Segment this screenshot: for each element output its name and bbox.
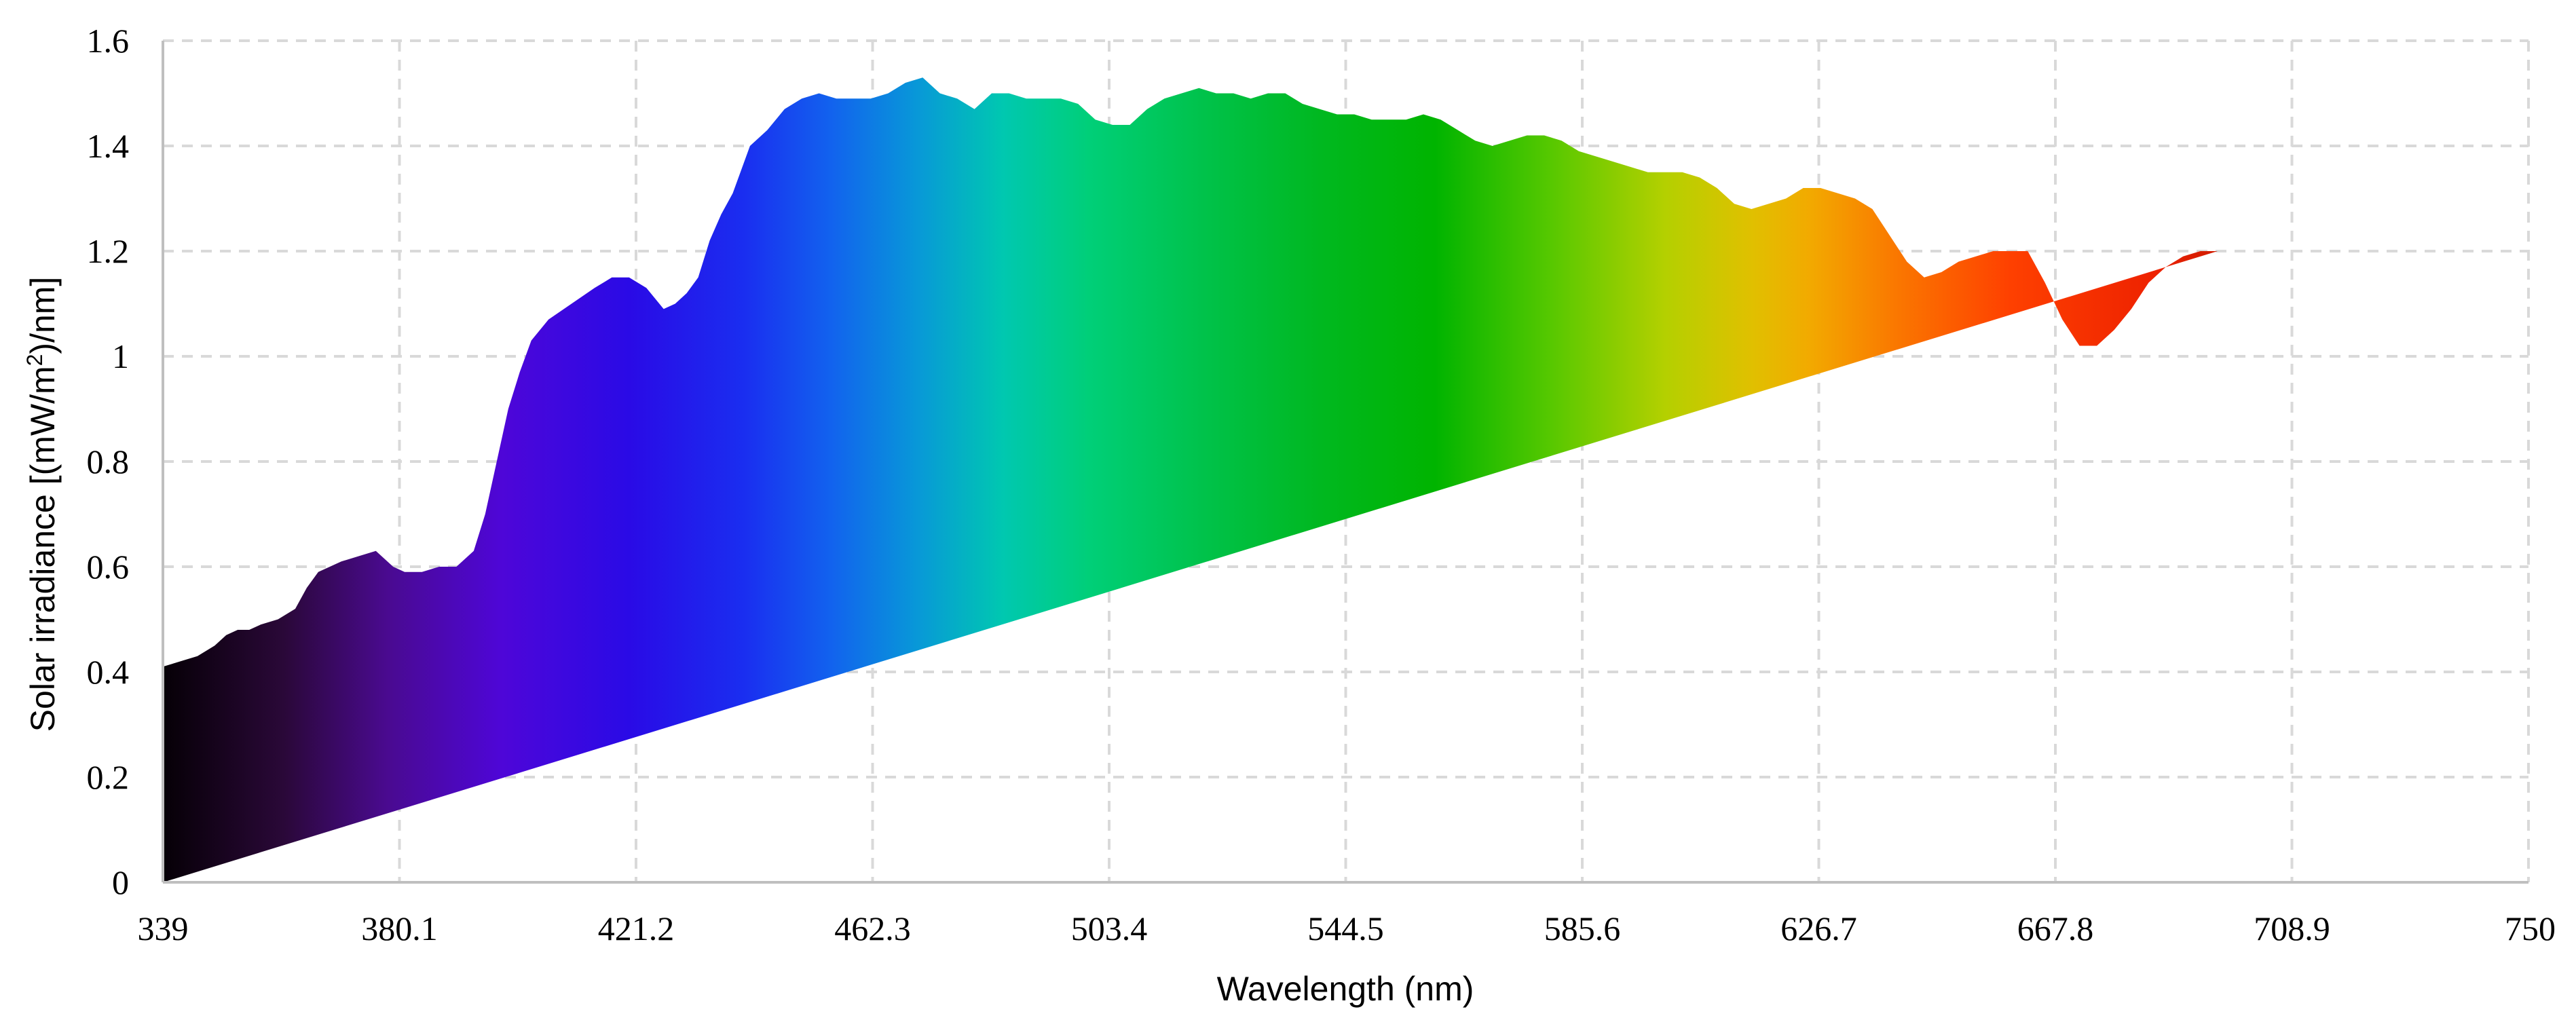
- y-tick-label-0: 0: [112, 863, 129, 901]
- x-tick-label-5: 544.5: [1307, 909, 1384, 947]
- y-tick-label-2: 0.4: [87, 653, 130, 691]
- x-tick-label-7: 626.7: [1780, 909, 1857, 947]
- x-tick-label-1: 380.1: [361, 909, 438, 947]
- y-axis-title-tail: )/nm]: [24, 277, 62, 354]
- y-tick-label-6: 1.2: [87, 232, 130, 270]
- x-tick-label-6: 585.6: [1544, 909, 1621, 947]
- y-tick-label-4: 0.8: [87, 443, 130, 481]
- x-tick-label-2: 421.2: [598, 909, 675, 947]
- irradiance-area: [163, 77, 2218, 882]
- y-tick-label-5: 1: [112, 337, 129, 375]
- x-tick-labels: 339 380.1 421.2 462.3 503.4 544.5 585.6 626.7 66…: [138, 909, 2556, 947]
- x-tick-label-9: 708.9: [2254, 909, 2330, 947]
- y-tick-label-7: 1.4: [87, 127, 130, 165]
- x-axis-title: Wavelength (nm): [1217, 970, 1474, 1008]
- y-axis-title-main: Solar irradiance [(mW/m: [24, 366, 62, 732]
- x-tick-label-3: 462.3: [834, 909, 911, 947]
- y-tick-labels: 0 0.2 0.4 0.6 0.8 1 1.2 1.4 1.6: [87, 22, 130, 901]
- y-tick-label-8: 1.6: [87, 22, 130, 60]
- x-tick-label-4: 503.4: [1071, 909, 1148, 947]
- axes: [162, 41, 2528, 884]
- y-tick-label-1: 0.2: [87, 758, 130, 796]
- y-axis-title-superscript: 2: [22, 354, 47, 366]
- plot-area: [163, 77, 2218, 882]
- y-axis-title: Solar irradiance [(mW/m2)/nm]: [22, 277, 62, 732]
- y-tick-label-3: 0.6: [87, 548, 130, 586]
- x-tick-label-10: 750: [2505, 909, 2556, 947]
- x-tick-label-0: 339: [138, 909, 189, 947]
- x-tick-label-8: 667.8: [2017, 909, 2094, 947]
